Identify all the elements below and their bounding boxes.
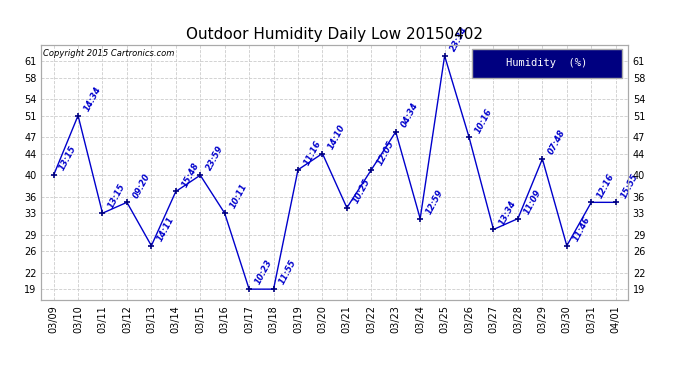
Text: 10:23: 10:23 bbox=[253, 258, 274, 286]
Text: 10:11: 10:11 bbox=[229, 183, 249, 210]
Text: 15:55: 15:55 bbox=[620, 172, 640, 200]
Text: 07:48: 07:48 bbox=[546, 128, 567, 156]
Text: 13:15: 13:15 bbox=[107, 183, 127, 210]
Text: 14:10: 14:10 bbox=[326, 123, 347, 151]
Text: 10:25: 10:25 bbox=[351, 177, 372, 205]
Text: 14:34: 14:34 bbox=[82, 85, 103, 113]
Text: 23:59: 23:59 bbox=[204, 144, 225, 172]
Text: 13:34: 13:34 bbox=[497, 199, 518, 227]
Text: 10:16: 10:16 bbox=[473, 106, 494, 135]
Text: Copyright 2015 Cartronics.com: Copyright 2015 Cartronics.com bbox=[43, 49, 174, 58]
Text: 12:16: 12:16 bbox=[595, 172, 616, 200]
Text: 11:46: 11:46 bbox=[571, 215, 591, 243]
FancyBboxPatch shape bbox=[473, 49, 622, 78]
Text: 11:16: 11:16 bbox=[302, 139, 323, 167]
Text: Humidity  (%): Humidity (%) bbox=[506, 58, 588, 68]
Title: Outdoor Humidity Daily Low 20150402: Outdoor Humidity Daily Low 20150402 bbox=[186, 27, 483, 42]
Text: 13:15: 13:15 bbox=[58, 144, 79, 172]
Text: 12:05: 12:05 bbox=[375, 139, 396, 167]
Text: 09:20: 09:20 bbox=[131, 172, 152, 200]
Text: 04:34: 04:34 bbox=[400, 101, 420, 129]
Text: 14:11: 14:11 bbox=[155, 215, 176, 243]
Text: 11:55: 11:55 bbox=[277, 258, 298, 286]
Text: 11:09: 11:09 bbox=[522, 188, 542, 216]
Text: 15:48: 15:48 bbox=[180, 161, 201, 189]
Text: 23:34: 23:34 bbox=[448, 25, 469, 53]
Text: 12:59: 12:59 bbox=[424, 188, 445, 216]
